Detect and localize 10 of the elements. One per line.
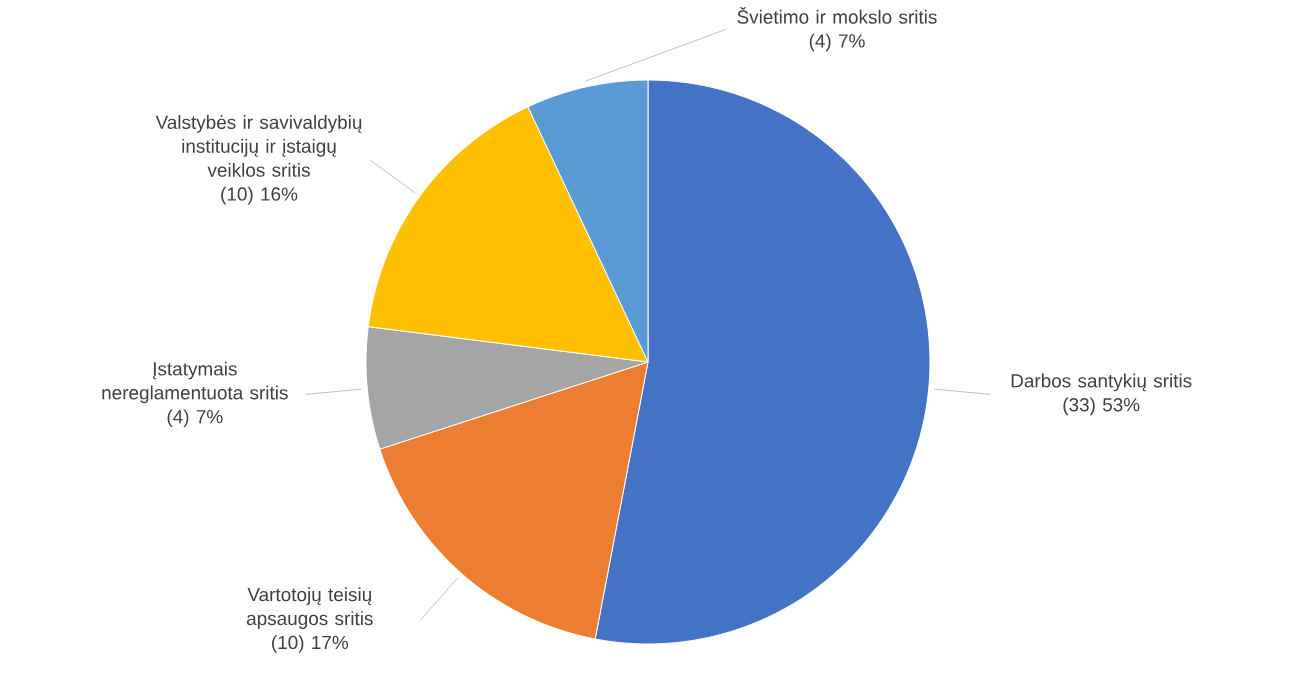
slice-label: Vartotojų teisių apsaugos sritis (246, 587, 373, 629)
slice-label: Įstatymais nereglamentuota sritis (102, 361, 288, 404)
data-label: (10) 17% (272, 635, 349, 653)
slice-label: Valstybės ir savivaldybių institucijų ir įstaigų veiklos sritis (155, 115, 362, 177)
data-label: (4) 7% (809, 33, 865, 52)
data-label: (4) 7% (167, 409, 223, 428)
slice-label: Darbos santykių sritis (1011, 373, 1192, 392)
data-label: (33) 53% (1063, 397, 1140, 416)
data-label: (10) 16% (221, 186, 298, 205)
slice-label: Švietimo ir mokslo sritis (737, 7, 937, 24)
